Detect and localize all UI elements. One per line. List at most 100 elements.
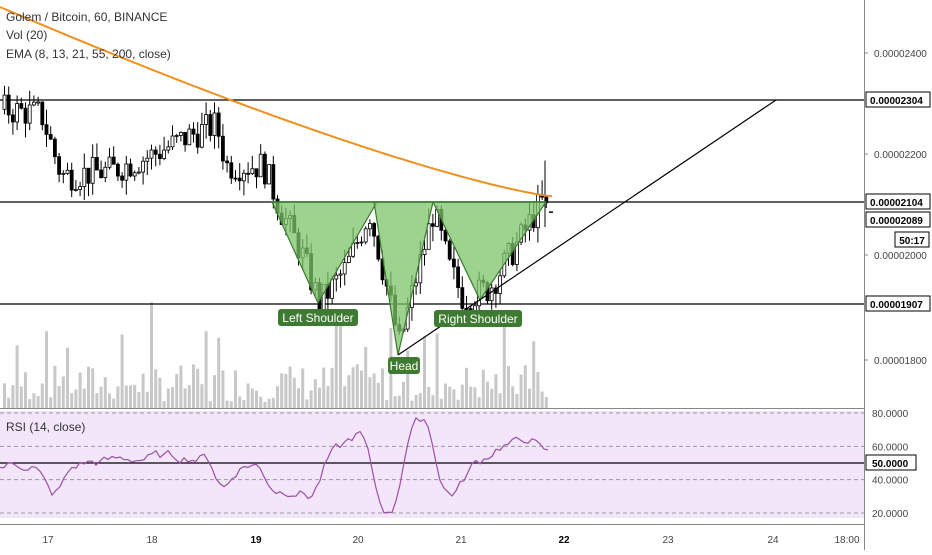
volume-bar <box>301 368 305 408</box>
volume-bar <box>179 365 183 408</box>
candle-body <box>204 114 209 125</box>
volume-bar <box>435 333 439 408</box>
volume-bar <box>61 376 65 408</box>
volume-bar <box>511 386 515 408</box>
time-tick-label: 19 <box>250 535 262 546</box>
candle-body <box>489 287 494 302</box>
volume-bar <box>196 368 200 408</box>
candle-body <box>61 173 66 175</box>
volume-bar <box>460 384 464 408</box>
candle-body <box>78 186 82 190</box>
candle-body <box>195 133 200 148</box>
candle-body <box>27 104 32 124</box>
price-highlight-label: 0.00002104 <box>870 198 923 209</box>
candle-body <box>141 160 146 173</box>
candle-body <box>99 169 103 178</box>
candle-body <box>103 166 108 178</box>
volume-bar <box>473 387 477 408</box>
rsi-title: RSI (14, close) <box>6 420 86 434</box>
price-tick-label: 0.00002200 <box>874 150 927 161</box>
time-tick-label: 17 <box>42 535 54 546</box>
candle-body <box>10 114 15 123</box>
candle-body <box>330 278 335 299</box>
volume-bar <box>326 385 330 408</box>
candle-body <box>166 146 171 151</box>
volume-bar <box>183 388 187 408</box>
time-tick-label: 21 <box>455 535 467 546</box>
volume-bar <box>11 385 15 408</box>
candle-body <box>246 172 251 175</box>
candle-body <box>225 160 230 164</box>
volume-bar <box>116 386 120 408</box>
volume-bar <box>229 401 233 408</box>
candle-body <box>40 101 45 126</box>
volume-bar <box>351 367 355 408</box>
volume-bar <box>263 401 267 408</box>
volume-bar <box>280 373 284 408</box>
volume-bar <box>355 364 359 408</box>
candle-body <box>271 164 276 200</box>
volume-bar <box>313 379 317 408</box>
volume-bar <box>481 369 485 408</box>
volume-bar <box>187 385 191 408</box>
volume-bar <box>15 345 19 408</box>
volume-bar <box>74 389 78 408</box>
volume-bar <box>439 398 443 408</box>
volume-bar <box>515 394 519 408</box>
candle-body <box>456 266 461 289</box>
rsi-tick-label: 80.0000 <box>872 409 909 420</box>
candle-body <box>355 242 360 244</box>
volume-bar <box>544 396 548 408</box>
volume-bar <box>99 386 103 408</box>
volume-bar <box>427 386 431 408</box>
price-highlight-box <box>865 91 931 108</box>
volume-bar <box>217 337 221 408</box>
candle-body <box>6 94 11 116</box>
volume-bar <box>339 319 342 408</box>
volume-bar <box>78 372 82 408</box>
candle-body <box>107 156 112 168</box>
rsi-tick-label: 50.0000 <box>872 459 909 470</box>
candle-body <box>132 172 137 177</box>
candle-body <box>237 177 242 182</box>
volume-bar <box>297 388 300 408</box>
candle-body <box>153 149 158 155</box>
candle-body <box>451 258 456 268</box>
candle-body <box>183 131 188 146</box>
candle-body <box>191 128 196 135</box>
volume-bar <box>95 393 99 408</box>
volume-bar <box>444 383 447 408</box>
candle-body <box>212 112 217 136</box>
volume-bar <box>24 372 27 408</box>
rsi-tick-label: 60.0000 <box>872 442 909 453</box>
right-shoulder-label-box <box>434 310 522 327</box>
candle-body <box>367 223 372 230</box>
volume-bar <box>431 395 435 408</box>
candle-body <box>19 103 24 109</box>
candle-body <box>44 124 49 135</box>
volume-bar <box>45 331 48 408</box>
volume-bar <box>507 366 510 408</box>
countdown-box <box>894 231 930 248</box>
candle-body <box>157 153 162 159</box>
candle-body <box>258 153 263 178</box>
volume-bar <box>322 367 326 408</box>
volume-bar <box>213 375 216 408</box>
volume-bar <box>288 366 292 408</box>
volume-bar <box>238 396 242 408</box>
head-label: Head <box>390 359 419 373</box>
candle-body <box>124 163 129 181</box>
time-tick-label: 24 <box>767 535 779 546</box>
volume-bar <box>19 386 23 408</box>
volume-bar <box>477 397 481 408</box>
candle-body <box>338 273 343 276</box>
price-highlight-box <box>865 211 931 228</box>
left-shoulder-triangle[interactable] <box>271 201 379 305</box>
candle-body <box>170 135 175 148</box>
candle-body <box>376 235 381 260</box>
candle-body <box>128 163 133 177</box>
left-shoulder-label: Left Shoulder <box>282 311 353 325</box>
volume-bar <box>385 400 389 408</box>
